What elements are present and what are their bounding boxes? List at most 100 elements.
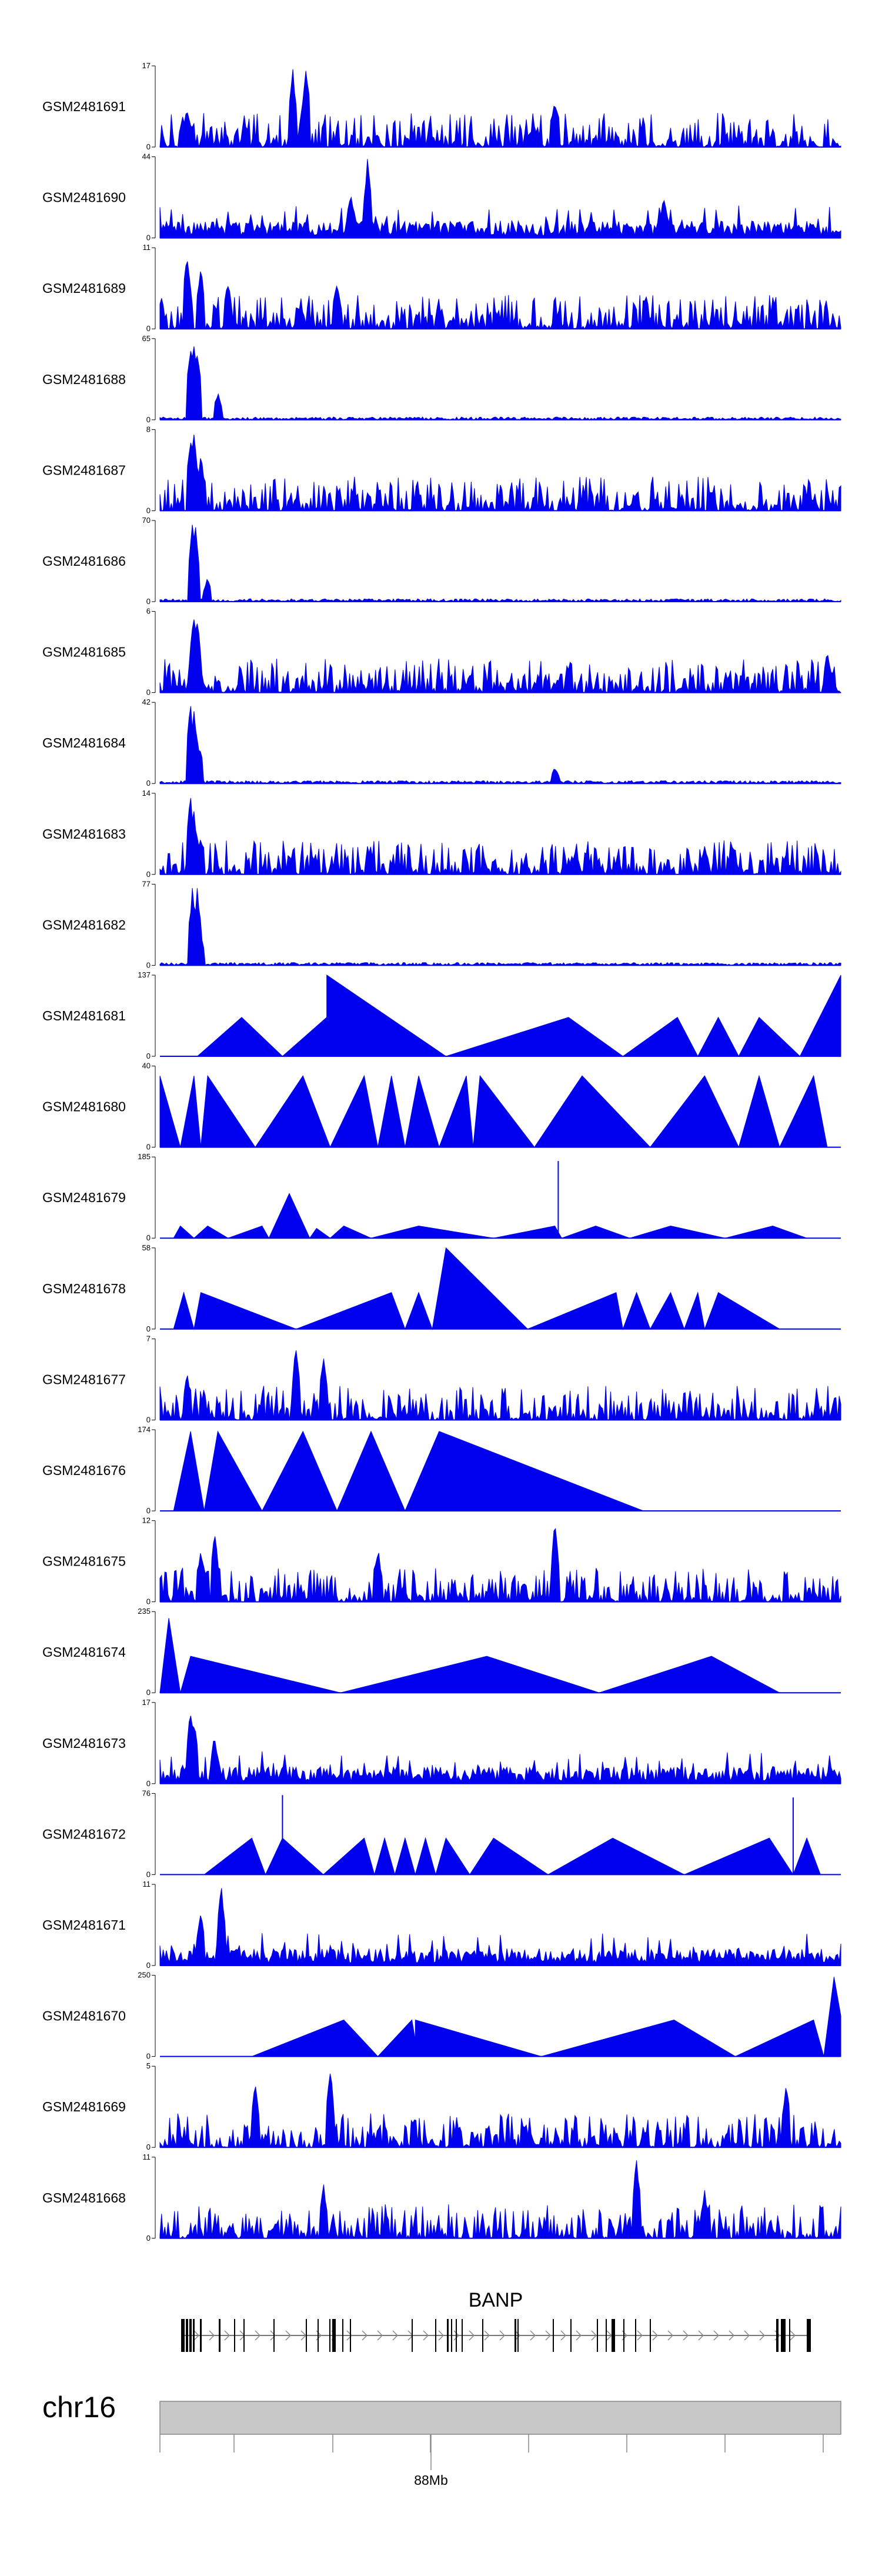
coverage-area: [159, 1350, 841, 1421]
track-label: GSM2481675: [42, 1554, 126, 1569]
strand-arrow: [285, 2330, 292, 2341]
y-max-label: 12: [142, 1516, 151, 1525]
exon: [181, 2319, 185, 2352]
y-min-label: 0: [146, 960, 151, 969]
exon: [329, 2319, 330, 2352]
y-max-label: 65: [142, 334, 151, 343]
strand-arrow: [790, 2330, 796, 2341]
y-min-label: 0: [146, 597, 151, 606]
coverage-area: [159, 261, 841, 330]
y-max-label: 77: [142, 879, 151, 888]
exon: [650, 2319, 651, 2352]
coverage-area: [159, 1618, 780, 1693]
y-max-label: 40: [142, 1062, 151, 1070]
exon: [186, 2319, 188, 2352]
y-min-label: 0: [146, 2234, 151, 2243]
track-GSM2481676: GSM2481676 174 0: [42, 1425, 841, 1515]
strand-arrow: [224, 2330, 230, 2341]
exon: [462, 2319, 463, 2352]
strand-arrow: [270, 2330, 276, 2341]
track-GSM2481681: GSM2481681 137 0: [42, 970, 841, 1060]
track-GSM2481668: GSM2481668 11 0: [42, 2153, 841, 2243]
y-max-label: 7: [146, 1334, 151, 1343]
track-label: GSM2481681: [42, 1008, 126, 1023]
exon: [306, 2319, 307, 2352]
coverage-area: [159, 1527, 841, 1603]
y-max-label: 17: [142, 61, 151, 70]
exon: [482, 2319, 483, 2352]
exon: [456, 2319, 457, 2352]
track-label: GSM2481669: [42, 2099, 126, 2114]
coverage-area: [159, 1075, 828, 1149]
track-GSM2481680: GSM2481680 40 0: [42, 1062, 841, 1152]
track-GSM2481675: GSM2481675 12 0: [42, 1516, 841, 1606]
strand-arrow: [346, 2330, 353, 2341]
track-GSM2481672: GSM2481672 76 0: [42, 1788, 841, 1878]
coverage-area: [159, 2160, 841, 2240]
track-label: GSM2481672: [42, 1826, 126, 1841]
track-GSM2481684: GSM2481684 42 0: [42, 698, 841, 788]
y-max-label: 235: [138, 1607, 151, 1616]
exon: [553, 2319, 554, 2352]
y-min-label: 0: [146, 1415, 151, 1424]
exon: [789, 2319, 790, 2352]
exon: [193, 2319, 195, 2352]
chromosome-band: [159, 2401, 841, 2435]
y-min-label: 0: [146, 1324, 151, 1333]
exon: [332, 2319, 336, 2352]
track-GSM2481671: GSM2481671 11 0: [42, 1880, 841, 1970]
coverage-area: [159, 69, 841, 148]
strand-arrow: [392, 2330, 399, 2341]
track-label: GSM2481682: [42, 917, 126, 932]
coverage-area: [159, 887, 841, 966]
track-label: GSM2481688: [42, 372, 126, 387]
y-max-label: 14: [142, 789, 151, 798]
coverage-area: [252, 1977, 841, 2057]
strand-arrow: [744, 2330, 750, 2341]
y-min-label: 0: [146, 1779, 151, 1788]
chromosome-ideogram: chr16 88Mb: [42, 2391, 841, 2488]
track-GSM2481682: GSM2481682 77 0: [42, 879, 841, 969]
strand-arrow: [683, 2330, 689, 2341]
exon: [318, 2319, 319, 2352]
exon: [612, 2319, 615, 2352]
exon: [597, 2319, 598, 2352]
y-min-label: 0: [146, 2052, 151, 2061]
track-GSM2481679: GSM2481679 185 0: [42, 1152, 841, 1242]
track-GSM2481670: GSM2481670 250 0: [42, 1971, 841, 2061]
coverage-area: [159, 525, 841, 602]
exon: [342, 2319, 343, 2352]
gene-label: BANP: [469, 2289, 523, 2311]
coverage-area: [159, 619, 842, 694]
y-max-label: 17: [142, 1698, 151, 1707]
y-min-label: 0: [146, 324, 151, 333]
track-label: GSM2481680: [42, 1099, 126, 1115]
y-min-label: 0: [146, 688, 151, 697]
strand-arrow: [729, 2330, 735, 2341]
exon: [350, 2319, 351, 2352]
y-min-label: 0: [146, 506, 151, 515]
exon: [623, 2319, 624, 2352]
chromosome-label: chr16: [42, 2391, 116, 2424]
y-max-label: 137: [138, 970, 151, 979]
y-max-label: 6: [146, 607, 151, 616]
y-max-label: 58: [142, 1243, 151, 1252]
track-GSM2481685: GSM2481685 6 0: [42, 607, 842, 697]
track-label: GSM2481668: [42, 2190, 126, 2205]
track-GSM2481683: GSM2481683 14 0: [42, 789, 841, 879]
genome-axis: [159, 2434, 824, 2470]
coverage-area: [173, 1193, 807, 1239]
y-min-label: 0: [146, 1961, 151, 1970]
strand-arrow: [545, 2330, 552, 2341]
strand-arrow: [423, 2330, 429, 2341]
y-min-label: 0: [146, 1143, 151, 1152]
exon: [807, 2319, 811, 2352]
track-GSM2481674: GSM2481674 235 0: [42, 1607, 841, 1697]
exon: [781, 2319, 786, 2352]
exon: [435, 2319, 436, 2352]
track-GSM2481673: GSM2481673 17 0: [42, 1698, 841, 1788]
y-min-label: 0: [146, 2143, 151, 2151]
y-min-label: 0: [146, 779, 151, 788]
track-label: GSM2481677: [42, 1372, 126, 1387]
